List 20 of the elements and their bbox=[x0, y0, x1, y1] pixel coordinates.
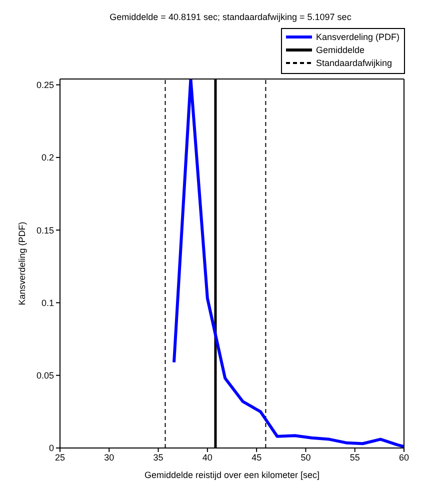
y-tick-label: 0.2 bbox=[41, 152, 54, 163]
legend-label: Standaardafwijking bbox=[316, 58, 392, 68]
y-tick-label: 0 bbox=[48, 443, 54, 454]
x-tick-label: 60 bbox=[398, 452, 410, 462]
y-tick-label: 0.15 bbox=[36, 225, 54, 236]
x-tick-label: 35 bbox=[153, 452, 164, 462]
x-tick-label: 25 bbox=[54, 452, 66, 462]
x-tick-label: 45 bbox=[252, 452, 262, 462]
y-tick-label: 0.25 bbox=[36, 80, 54, 90]
x-tick-label: 55 bbox=[350, 452, 360, 462]
x-tick-label: 30 bbox=[104, 452, 114, 462]
y-tick-label: 0.05 bbox=[36, 370, 54, 381]
y-tick-label: 0.1 bbox=[41, 298, 54, 308]
x-tick-label: 40 bbox=[202, 452, 212, 462]
legend-label: Kansverdeling (PDF) bbox=[316, 32, 400, 42]
chart-title: Gemiddelde = 40.8191 sec; standaardafwijking = 5.1097 sec bbox=[108, 12, 352, 22]
legend-label: Gemiddelde bbox=[316, 45, 365, 55]
y-axis-title: Kansverdeling (PDF) bbox=[17, 222, 28, 306]
x-tick-label: 50 bbox=[300, 452, 311, 462]
x-axis-title: Gemiddelde reistijd over een kilometer [sec] bbox=[144, 470, 320, 480]
